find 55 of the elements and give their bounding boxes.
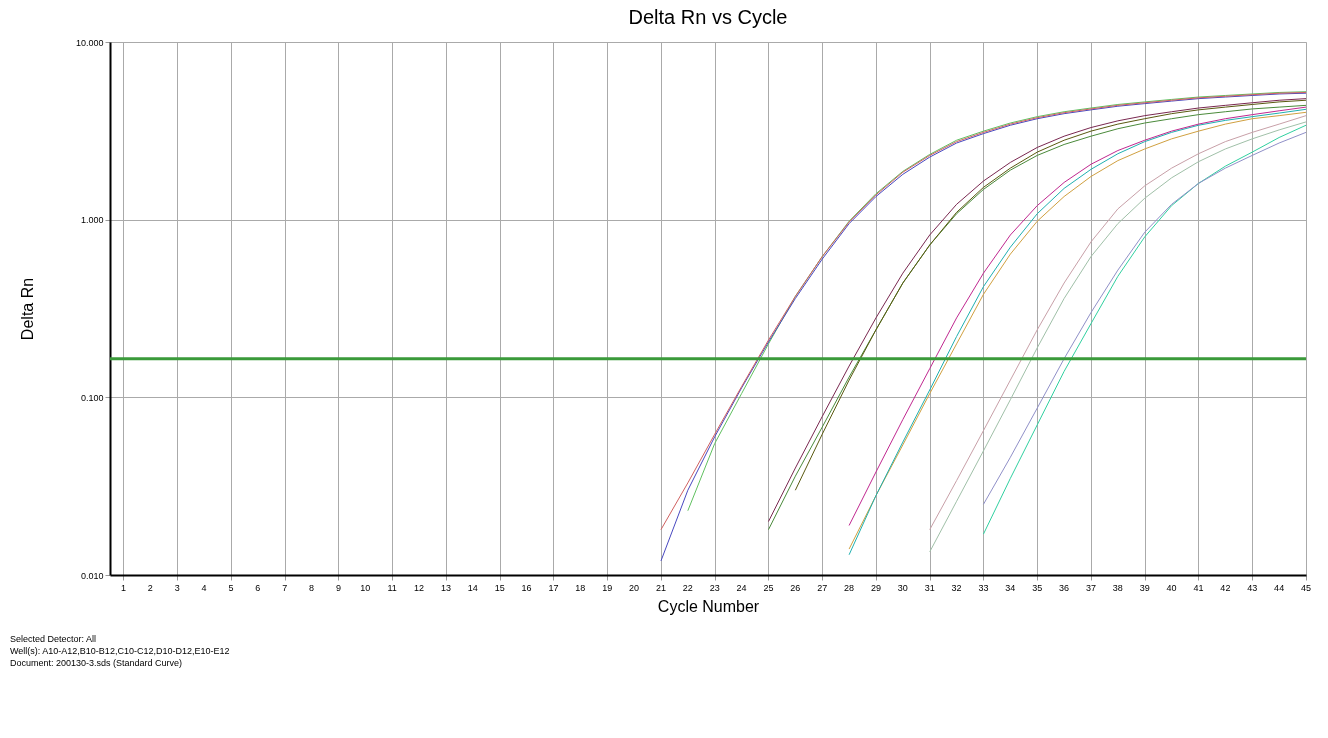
x-tick-label: 28 [844,583,855,593]
x-tick-label: 43 [1247,583,1258,593]
x-tick-label: 10 [360,583,371,593]
text: Selected Detector: All [10,634,97,644]
x-tick-label: 11 [387,583,397,593]
x-tick-label: 16 [521,583,532,593]
x-tick-label: 40 [1166,583,1177,593]
x-tick-label: 3 [174,583,180,593]
x-tick-label: 36 [1059,583,1070,593]
x-tick-label: 23 [709,583,720,593]
x-tick-label: 7 [282,583,288,593]
x-tick-label: 18 [575,583,586,593]
x-tick-label: 21 [655,583,666,593]
x-tick-label: 37 [1085,583,1096,593]
y-tick-label: 10.000 [75,37,104,48]
x-tick-label: 5 [228,583,234,593]
x-axis-title: Cycle Number [657,598,760,615]
y-axis-title: Delta Rn [18,277,36,341]
x-tick-label: 38 [1112,583,1123,593]
x-tick-label: 14 [467,583,478,593]
x-tick-label: 9 [335,583,341,593]
x-tick-label: 34 [1005,583,1016,593]
x-tick-label: 32 [951,583,962,593]
text: Well(s): A10-A12,B10-B12,C10-C12,D10-D12,E10-E12 [10,646,230,656]
x-tick-label: 13 [440,583,451,593]
y-tick-label: 0.010 [80,570,104,581]
x-tick-label: 6 [255,583,261,593]
x-tick-label: 15 [494,583,505,593]
x-tick-label: 35 [1032,583,1043,593]
x-tick-label: 31 [924,583,935,593]
x-tick-label: 4 [201,583,207,593]
x-tick-label: 26 [790,583,801,593]
text: Document: 200130-3.sds (Standard Curve) [10,658,183,668]
x-tick-label: 39 [1139,583,1150,593]
x-tick-label: 12 [414,583,425,593]
x-tick-label: 19 [602,583,613,593]
x-tick-label: 25 [763,583,774,593]
x-tick-label: 45 [1300,583,1312,593]
x-tick-label: 42 [1220,583,1231,593]
x-tick-label: 20 [629,583,640,593]
y-tick-label: 1.000 [80,215,104,226]
x-tick-label: 17 [548,583,559,593]
x-tick-label: 8 [309,583,315,593]
x-tick-label: 41 [1193,583,1204,593]
x-tick-label: 24 [736,583,747,593]
x-tick-label: 29 [870,583,881,593]
x-tick-label: 22 [682,583,693,593]
x-tick-label: 30 [897,583,908,593]
x-tick-label: 44 [1274,583,1285,593]
chart-title: Delta Rn vs Cycle [628,6,788,28]
y-tick-label: 0.100 [80,392,104,403]
x-tick-label: 27 [817,583,828,593]
x-tick-label: 2 [147,583,153,593]
x-tick-label: 33 [978,583,989,593]
x-tick-label: 1 [120,583,126,593]
